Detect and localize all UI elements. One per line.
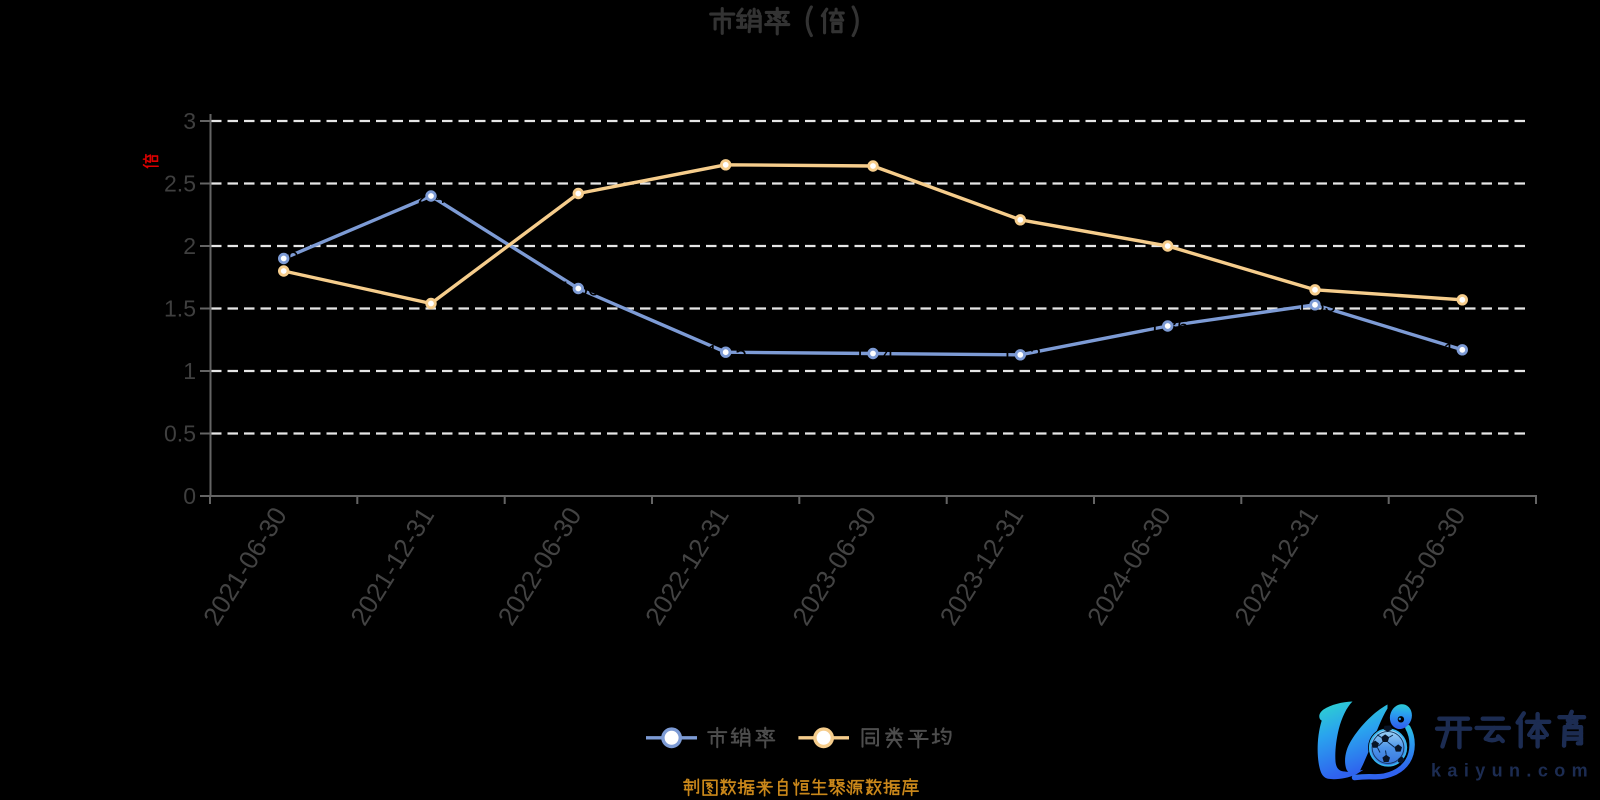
svg-text:0.5: 0.5 xyxy=(164,421,196,447)
svg-text:3: 3 xyxy=(183,108,196,134)
svg-text:kaiyun.com: kaiyun.com xyxy=(1431,761,1594,781)
svg-text:2.5: 2.5 xyxy=(164,171,196,197)
svg-text:1.5: 1.5 xyxy=(164,296,196,322)
svg-text:2: 2 xyxy=(183,233,196,259)
svg-text:0: 0 xyxy=(183,483,196,509)
svg-text:1: 1 xyxy=(183,358,196,384)
